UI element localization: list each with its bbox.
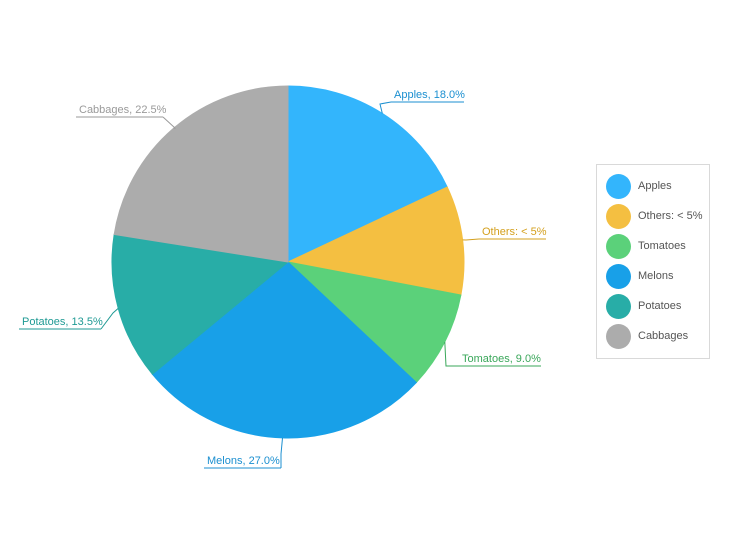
legend-label-cabbages: Cabbages — [638, 330, 689, 342]
slice-label-melons: Melons, 27.0% — [207, 455, 280, 467]
legend-swatch-cabbages — [606, 323, 631, 349]
legend-item-cabbages[interactable]: Cabbages — [606, 323, 688, 349]
legend-label-apples: Apples — [638, 180, 672, 192]
chart-legend: Apples Others: < 5% Tomatoes Melons Pota… — [596, 164, 710, 359]
label-connector — [280, 437, 283, 468]
legend-swatch-others — [606, 203, 631, 229]
legend-swatch-melons — [606, 263, 631, 289]
legend-label-tomatoes: Tomatoes — [638, 240, 686, 252]
pie-slice-others-5[interactable] — [286, 186, 465, 296]
slice-label-apples: Apples, 18.0% — [394, 89, 465, 101]
label-connector — [462, 238, 480, 241]
pie-slices — [111, 85, 465, 439]
legend-item-others[interactable]: Others: < 5% — [606, 203, 703, 229]
slice-labels: Apples, 18.0% Others: < 5% Tomatoes, 9.0% M… — [19, 89, 547, 469]
slice-label-cabbages: Cabbages, 22.5% — [79, 104, 167, 116]
label-connector — [100, 308, 119, 330]
legend-swatch-apples — [606, 173, 631, 199]
legend-item-apples[interactable]: Apples — [606, 173, 672, 199]
legend-item-tomatoes[interactable]: Tomatoes — [606, 233, 686, 259]
label-connector — [379, 101, 392, 114]
slice-label-tomatoes: Tomatoes, 9.0% — [462, 353, 541, 365]
label-connector — [444, 341, 459, 367]
slice-label-potatoes: Potatoes, 13.5% — [22, 316, 103, 328]
legend-label-melons: Melons — [638, 270, 674, 282]
pie-slice-apples[interactable] — [287, 85, 448, 263]
legend-label-potatoes: Potatoes — [638, 300, 682, 312]
legend-swatch-potatoes — [606, 293, 631, 319]
legend-item-melons[interactable]: Melons — [606, 263, 673, 289]
legend-swatch-tomatoes — [606, 233, 631, 259]
label-connector — [162, 116, 177, 129]
legend-label-others: Others: < 5% — [638, 210, 703, 222]
legend-item-potatoes[interactable]: Potatoes — [606, 293, 681, 319]
slice-label-others-5: Others: < 5% — [482, 226, 547, 238]
pie-slice-potatoes[interactable] — [111, 233, 290, 375]
